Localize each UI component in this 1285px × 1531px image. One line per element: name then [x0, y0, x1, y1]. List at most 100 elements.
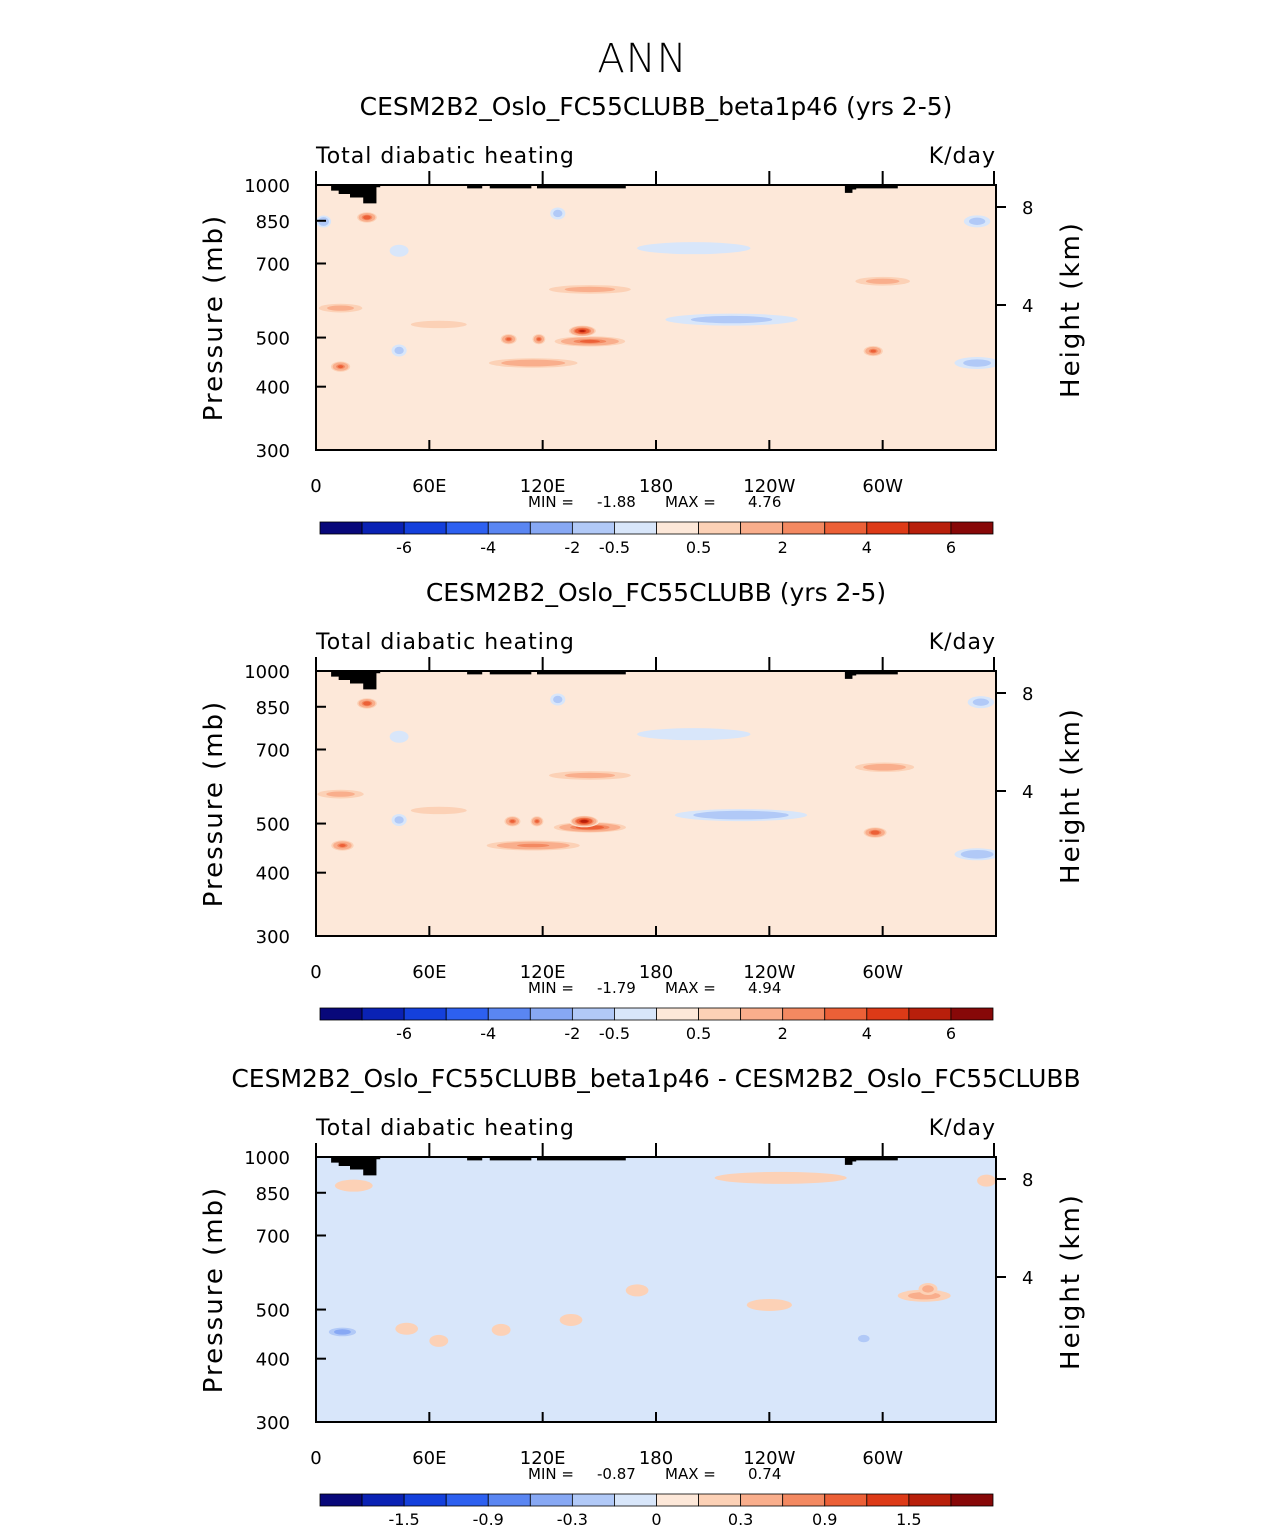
x-tick-label: 60E — [412, 962, 446, 983]
colorbar-tick-label: 1.5 — [896, 1510, 921, 1529]
contour-blob — [394, 816, 404, 824]
contour-blob — [334, 1329, 351, 1335]
panel-2: CESM2B2_Oslo_FC55CLUBB (yrs 2-5) Total di… — [199, 578, 1086, 1043]
colorbar-swatch — [656, 521, 699, 535]
contour-blob — [510, 819, 515, 823]
contour-field — [316, 671, 996, 936]
y2-tick-label: 4 — [1022, 296, 1033, 317]
x-tick-label: 60W — [862, 476, 903, 497]
right-subtitle: K/day — [929, 630, 996, 655]
x-tick-label: 120E — [520, 962, 566, 983]
colorbar-swatch — [824, 1493, 868, 1507]
colorbar-swatch — [403, 1493, 447, 1507]
contour-blob — [513, 360, 553, 366]
x-tick-label: 180 — [639, 1448, 673, 1469]
field-background — [316, 185, 996, 450]
contour-blob — [537, 337, 541, 341]
min-value: -0.87 — [597, 1465, 636, 1483]
colorbar-swatch — [614, 521, 657, 535]
colorbar-swatch — [740, 1007, 784, 1021]
max-label: MAX = — [665, 979, 716, 997]
colorbar-swatch — [656, 1007, 699, 1021]
colorbar-tick-label: 2 — [778, 538, 788, 557]
contour-blob — [394, 346, 404, 355]
y2-tick-label: 8 — [1022, 198, 1033, 219]
left-subtitle: Total diabatic heating — [315, 1116, 575, 1141]
colorbar-swatch — [698, 521, 742, 535]
colorbar-tick-label: 6 — [946, 538, 956, 557]
y-tick-label: 300 — [256, 1413, 290, 1434]
y-tick-label: 400 — [256, 864, 290, 885]
y-tick-label: 1000 — [244, 176, 290, 197]
colorbar-tick-label: -6 — [396, 1024, 412, 1043]
colorbar-tick-label: 0.3 — [728, 1510, 753, 1529]
colorbar-swatch — [571, 521, 615, 535]
contour-blob — [564, 286, 616, 293]
y-tick-label: 1000 — [244, 1148, 290, 1169]
panel-title: CESM2B2_Oslo_FC55CLUBB (yrs 2-5) — [426, 578, 886, 607]
y-tick-label: 700 — [256, 1227, 290, 1248]
contour-blob — [963, 359, 992, 367]
contour-blob — [410, 320, 467, 329]
contour-blob — [860, 207, 883, 220]
contour-blob — [857, 1334, 870, 1343]
contour-blob — [553, 695, 563, 704]
x-tick-label: 0 — [310, 476, 321, 497]
colorbar-swatch — [740, 1493, 784, 1507]
colorbar-swatch — [529, 521, 573, 535]
min-label: MIN = — [528, 493, 574, 511]
left-subtitle: Total diabatic heating — [315, 630, 575, 655]
contour-blob — [581, 820, 587, 823]
contour-blob — [579, 339, 600, 343]
colorbar-swatch — [698, 1007, 742, 1021]
colorbar-swatch — [950, 1493, 994, 1507]
colorbar-swatch — [908, 1493, 952, 1507]
colorbar-tick-label: 6 — [946, 1024, 956, 1043]
colorbar-tick-label: -0.5 — [599, 1024, 630, 1043]
contour-blob — [860, 693, 883, 706]
contour-blob — [395, 1322, 418, 1335]
min-label: MIN = — [528, 1465, 574, 1483]
field-background — [316, 671, 996, 936]
x-tick-label: 120E — [520, 476, 566, 497]
y-tick-label: 850 — [256, 212, 290, 233]
max-value: 4.76 — [748, 493, 781, 511]
colorbar-swatch — [782, 1007, 826, 1021]
x-tick-label: 0 — [310, 1448, 321, 1469]
contour-blob — [334, 1179, 373, 1192]
x-tick-label: 120E — [520, 1448, 566, 1469]
y2-axis-label: Height (km) — [1056, 221, 1086, 398]
x-tick-label: 60W — [862, 962, 903, 983]
max-value: 0.74 — [748, 1465, 781, 1483]
min-value: -1.79 — [597, 979, 636, 997]
contour-blob — [518, 1260, 537, 1273]
contour-blob — [389, 244, 409, 257]
colorbar-swatch — [445, 1493, 489, 1507]
contour-blob — [364, 702, 370, 705]
contour-blob — [637, 242, 751, 255]
y-tick-label: 1000 — [244, 662, 290, 683]
right-subtitle: K/day — [929, 144, 996, 169]
contour-blob — [714, 1171, 847, 1184]
contour-blob — [506, 337, 511, 341]
colorbar-swatch — [782, 1493, 826, 1507]
contour-blob — [870, 349, 876, 353]
colorbar-swatch — [950, 521, 994, 535]
y-tick-label: 500 — [256, 815, 290, 836]
contour-blob — [316, 1245, 369, 1258]
contour-blob — [968, 217, 986, 226]
colorbar-tick-label: 0 — [651, 1510, 661, 1529]
colorbar-swatch — [571, 1007, 615, 1021]
contour-blob — [491, 1323, 511, 1336]
colorbar-swatch — [319, 1493, 363, 1507]
x-tick-label: 180 — [639, 476, 673, 497]
field-background — [316, 1157, 996, 1422]
panel-title: CESM2B2_Oslo_FC55CLUBB_beta1p46 - CESM2B… — [231, 1064, 1080, 1093]
colorbar-swatch — [656, 1493, 699, 1507]
contour-blob — [701, 1318, 725, 1331]
contour-blob — [977, 1174, 996, 1187]
colorbar-swatch — [698, 1493, 742, 1507]
contour-blob — [410, 689, 675, 702]
y2-tick-label: 8 — [1022, 1170, 1033, 1191]
contour-blob — [625, 1284, 649, 1297]
